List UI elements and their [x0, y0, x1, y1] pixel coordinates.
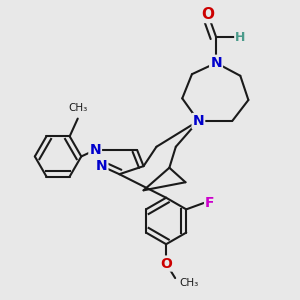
Text: N: N — [89, 143, 101, 157]
Text: O: O — [202, 7, 214, 22]
Text: N: N — [210, 56, 222, 70]
Text: F: F — [205, 196, 214, 210]
Text: CH₃: CH₃ — [179, 278, 198, 288]
Text: O: O — [160, 256, 172, 271]
Text: N: N — [210, 56, 222, 70]
Text: N: N — [96, 159, 107, 173]
Text: N: N — [193, 114, 204, 128]
Text: CH₃: CH₃ — [68, 103, 87, 113]
Text: H: H — [235, 31, 245, 44]
